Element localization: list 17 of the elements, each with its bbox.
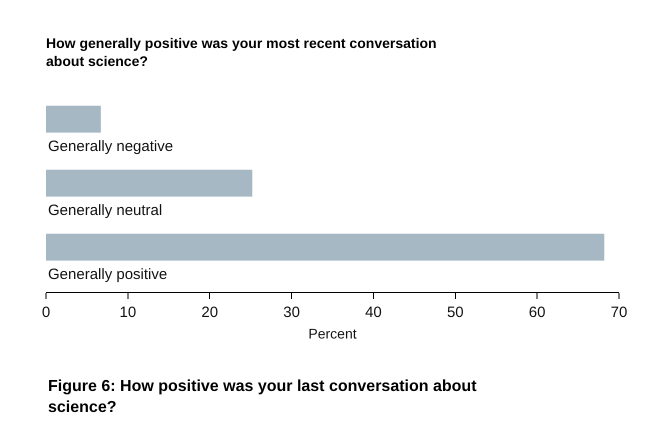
y-tick-label: Generally neutral <box>48 202 162 219</box>
x-tick-label: 10 <box>120 304 136 321</box>
x-tick-label: 20 <box>201 304 218 321</box>
bar <box>46 170 252 197</box>
x-tick-label: 30 <box>283 304 300 321</box>
y-tick-label: Generally positive <box>48 266 168 283</box>
x-tick-label: 0 <box>42 304 50 321</box>
x-tick-label: 70 <box>610 304 628 321</box>
x-tick-label: 60 <box>528 304 546 321</box>
bar <box>46 234 604 261</box>
caption: Figure 6: How positive was your last conversation about science? <box>48 378 478 416</box>
x-tick-label: 50 <box>446 304 464 321</box>
chart-title: How generally positive was your most recent conversation about science? <box>46 35 437 70</box>
x-axis-title: Percent <box>308 325 357 342</box>
y-tick-label: Generally negative <box>48 138 174 155</box>
x-tick-label: 40 <box>365 304 382 321</box>
bar <box>46 106 101 133</box>
